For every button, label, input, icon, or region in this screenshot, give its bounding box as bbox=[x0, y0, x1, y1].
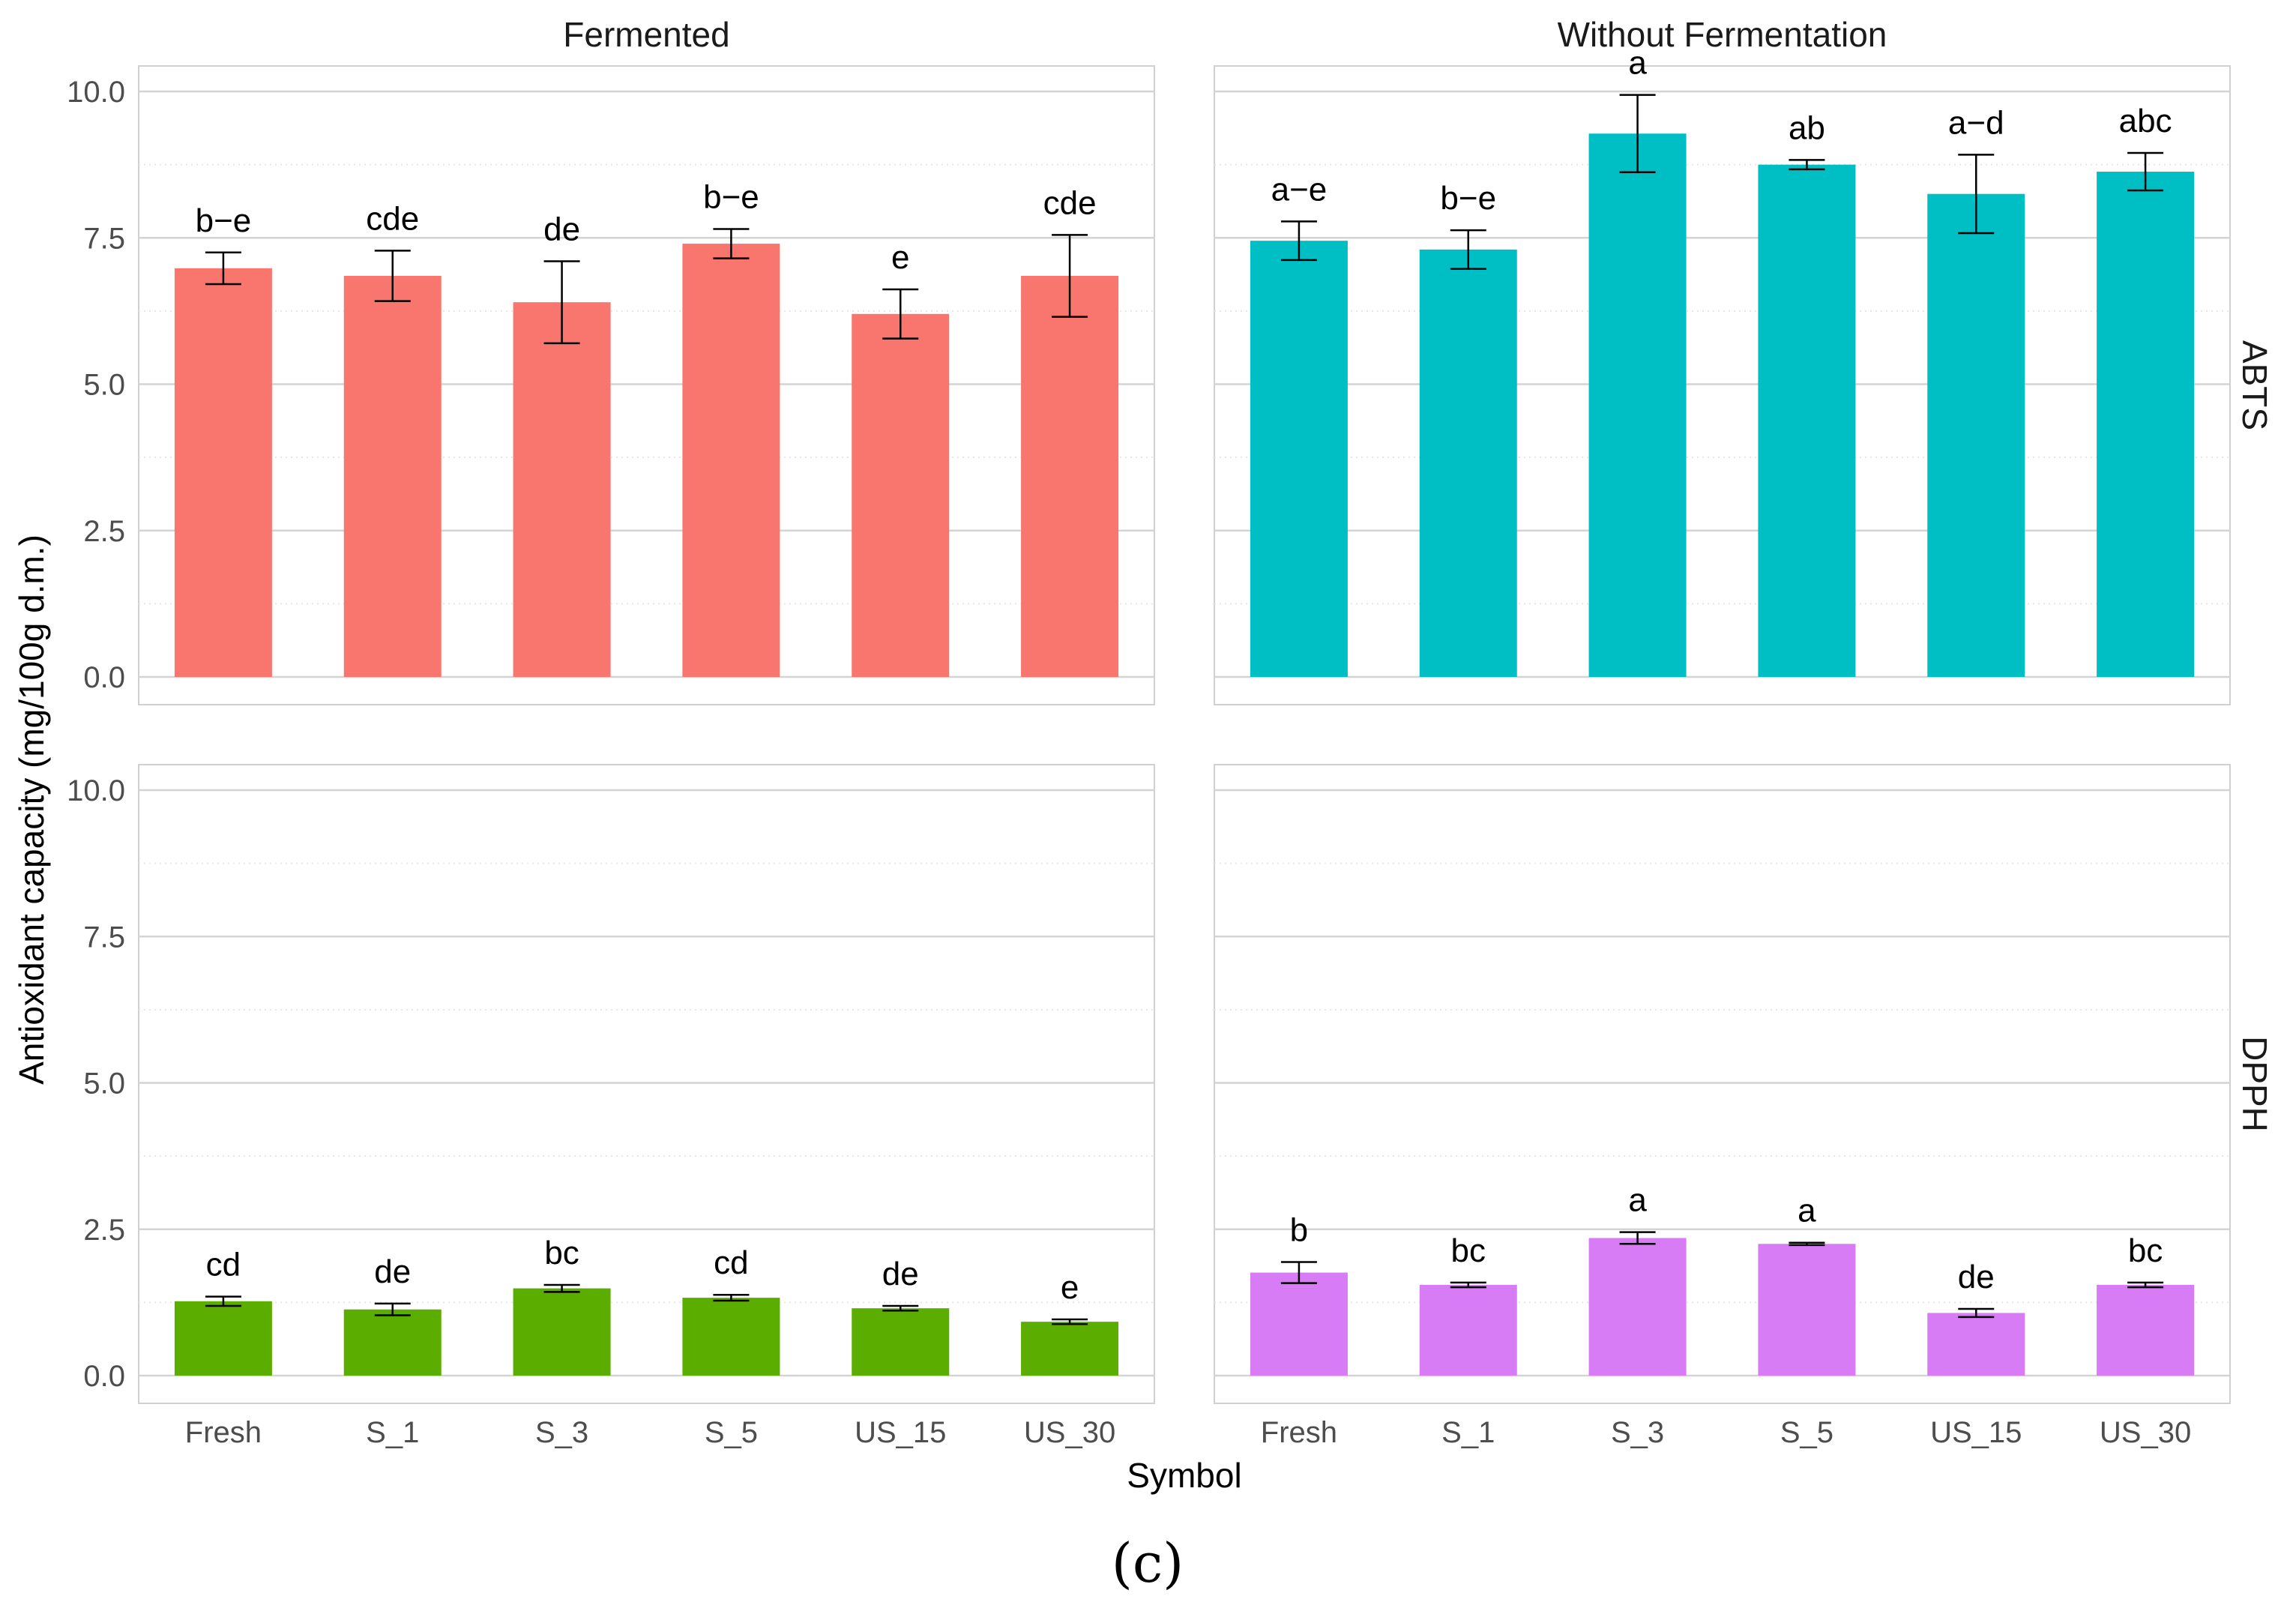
significance-label: b−e bbox=[196, 202, 252, 239]
figure-caption: (c) bbox=[1112, 1532, 1184, 1595]
significance-label: cde bbox=[366, 200, 419, 237]
significance-label: a−e bbox=[1271, 171, 1328, 208]
bar bbox=[1021, 276, 1119, 677]
bar bbox=[1419, 249, 1517, 677]
x-tick-label: US_15 bbox=[1930, 1416, 2022, 1449]
y-tick-label: 5.0 bbox=[83, 1068, 125, 1100]
y-tick-label: 0.0 bbox=[83, 661, 125, 694]
panel-dpph-without-fermentation: b Fresh bc S_1 a S_3 a S_5 de US_15 bc US_30 bbox=[1214, 764, 2231, 1449]
bar bbox=[1419, 1284, 1517, 1376]
significance-label: de bbox=[1958, 1259, 1995, 1295]
panel-abts-fermented: 0.0 2.5 5.0 7.5 10.0 b−e cde de b−e e cde bbox=[67, 65, 1155, 705]
panels-layer: Fermented Without Fermentation ABTS DPPH 0.0… bbox=[67, 15, 2274, 1449]
bar bbox=[174, 1301, 272, 1376]
significance-label: de bbox=[882, 1256, 919, 1292]
y-tick-label: 2.5 bbox=[83, 1214, 125, 1247]
bar bbox=[852, 313, 950, 677]
significance-label: a bbox=[1798, 1193, 1816, 1229]
significance-label: e bbox=[891, 239, 909, 276]
bar bbox=[343, 276, 442, 677]
bar bbox=[852, 1308, 950, 1376]
bar bbox=[1758, 1244, 1856, 1376]
significance-label: b−e bbox=[703, 179, 759, 216]
panel-border bbox=[138, 65, 1155, 705]
x-tick-label: S_5 bbox=[1780, 1416, 1834, 1449]
bar bbox=[1927, 1313, 2025, 1376]
y-tick-label: 2.5 bbox=[83, 515, 125, 548]
y-axis-title: Antioxidant capacity (mg/100g d.m.) bbox=[12, 535, 51, 1085]
y-tick-label: 10.0 bbox=[67, 774, 125, 807]
significance-label: bc bbox=[2128, 1232, 2163, 1269]
significance-label: de bbox=[543, 211, 580, 247]
bar bbox=[1250, 1272, 1348, 1376]
significance-label: cd bbox=[714, 1244, 748, 1281]
panel-dpph-fermented: 0.0 2.5 5.0 7.5 10.0 cd Fresh de S_1 bc S_3 cd S_5 de… bbox=[67, 764, 1155, 1449]
bar bbox=[682, 244, 780, 677]
panel-border bbox=[138, 764, 1155, 1404]
significance-label: a bbox=[1628, 1182, 1647, 1219]
x-tick-label: US_15 bbox=[855, 1416, 946, 1449]
x-tick-label: US_30 bbox=[1024, 1416, 1115, 1449]
x-tick-label: US_30 bbox=[2100, 1416, 2191, 1449]
bar bbox=[174, 268, 272, 677]
row-strip-label: ABTS bbox=[2235, 340, 2274, 430]
x-axis-title: Symbol bbox=[1127, 1456, 1241, 1495]
significance-label: bc bbox=[544, 1235, 579, 1271]
bar bbox=[1588, 1238, 1687, 1376]
y-tick-label: 7.5 bbox=[83, 222, 125, 255]
y-tick-label: 10.0 bbox=[67, 76, 125, 109]
bar bbox=[1588, 133, 1687, 677]
bar bbox=[513, 1288, 611, 1376]
x-tick-label: S_3 bbox=[535, 1416, 588, 1449]
bar bbox=[2097, 171, 2195, 677]
bar bbox=[1250, 241, 1348, 677]
significance-label: de bbox=[374, 1253, 411, 1290]
panel-abts-without-fermentation: a−e b−e a ab a−d abc bbox=[1214, 45, 2231, 705]
significance-label: b−e bbox=[1440, 180, 1496, 217]
significance-label: cde bbox=[1043, 184, 1097, 221]
significance-label: b bbox=[1290, 1211, 1308, 1248]
bar bbox=[682, 1298, 780, 1376]
bar bbox=[343, 1309, 442, 1376]
x-tick-label: S_5 bbox=[705, 1416, 758, 1449]
bar bbox=[513, 302, 611, 677]
y-tick-label: 0.0 bbox=[83, 1360, 125, 1393]
y-tick-label: 5.0 bbox=[83, 369, 125, 402]
x-tick-label: Fresh bbox=[185, 1416, 262, 1449]
significance-label: a bbox=[1628, 45, 1647, 82]
bar bbox=[1927, 193, 2025, 677]
y-tick-label: 7.5 bbox=[83, 921, 125, 954]
significance-label: e bbox=[1061, 1269, 1079, 1306]
x-tick-label: S_1 bbox=[366, 1416, 419, 1449]
bar bbox=[2097, 1284, 2195, 1376]
column-strip-label: Fermented bbox=[563, 15, 729, 54]
significance-label: abc bbox=[2119, 103, 2172, 139]
bar bbox=[1021, 1322, 1119, 1376]
column-strip-label: Without Fermentation bbox=[1558, 15, 1887, 54]
panel-border bbox=[1214, 65, 2231, 705]
x-tick-label: S_3 bbox=[1611, 1416, 1664, 1449]
row-strip-label: DPPH bbox=[2235, 1036, 2274, 1132]
significance-label: cd bbox=[206, 1247, 241, 1283]
bar bbox=[1758, 164, 1856, 677]
x-tick-label: Fresh bbox=[1261, 1416, 1337, 1449]
x-tick-label: S_1 bbox=[1441, 1416, 1495, 1449]
significance-label: a−d bbox=[1948, 104, 2004, 141]
significance-label: bc bbox=[1451, 1232, 1486, 1269]
panel-border bbox=[1214, 764, 2231, 1404]
significance-label: ab bbox=[1789, 109, 1825, 146]
